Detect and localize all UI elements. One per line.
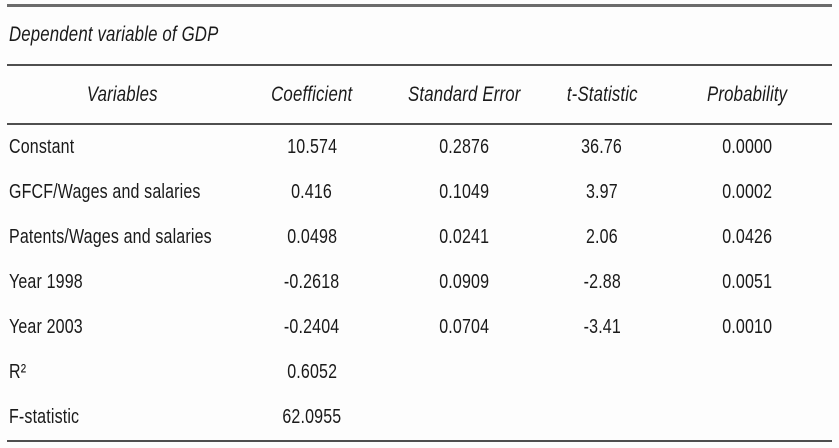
cell-t-statistic: -3.41 (583, 316, 621, 338)
cell-std-error (387, 395, 542, 441)
table-row: Year 2003 -0.2404 0.0704 -3.41 0.0010 (7, 305, 832, 350)
column-header-t-statistic: t-Statistic (542, 65, 662, 125)
cell-coefficient: 0.6052 (287, 361, 337, 383)
cell-coefficient: 0.416 (291, 181, 333, 203)
cell-std-error (387, 350, 542, 395)
table-title: Dependent variable of GDP (9, 22, 219, 46)
column-header-probability: Probability (662, 65, 832, 125)
cell-t-statistic: 3.97 (586, 181, 618, 203)
cell-variable: GFCF/Wages and salaries (9, 181, 201, 203)
cell-coefficient: 10.574 (287, 136, 337, 158)
cell-coefficient: 62.0955 (282, 406, 342, 428)
table-header-row: Variables Coefficient Standard Error t-S… (7, 65, 832, 125)
cell-variable: R² (9, 361, 27, 383)
cell-t-statistic (542, 395, 662, 441)
cell-variable: F-statistic (9, 406, 80, 428)
table-row: Patents/Wages and salaries 0.0498 0.0241… (7, 215, 832, 260)
cell-variable: Constant (9, 136, 75, 158)
cell-coefficient: -0.2618 (284, 271, 340, 293)
cell-std-error: 0.0704 (439, 316, 490, 338)
table-title-row: Dependent variable of GDP (7, 5, 832, 66)
cell-t-statistic: 36.76 (581, 136, 623, 158)
table-title-cell: Dependent variable of GDP (7, 5, 832, 66)
cell-variable: Year 2003 (9, 316, 83, 338)
cell-t-statistic: -2.88 (583, 271, 621, 293)
table-row: F-statistic 62.0955 (7, 395, 832, 441)
cell-coefficient: -0.2404 (284, 316, 340, 338)
cell-std-error: 0.2876 (439, 136, 490, 158)
cell-probability: 0.0010 (722, 316, 772, 338)
cell-probability: 0.0051 (722, 271, 772, 293)
cell-variable: Year 1998 (9, 271, 83, 293)
cell-coefficient: 0.0498 (287, 226, 337, 248)
cell-probability: 0.0002 (722, 181, 772, 203)
cell-std-error: 0.0241 (439, 226, 490, 248)
table-row: R² 0.6052 (7, 350, 832, 395)
column-header-variables: Variables (7, 65, 237, 125)
column-header-standard-error: Standard Error (387, 65, 542, 125)
table-row: Year 1998 -0.2618 0.0909 -2.88 0.0051 (7, 260, 832, 305)
cell-variable: Patents/Wages and salaries (9, 226, 212, 248)
cell-probability: 0.0000 (722, 136, 772, 158)
table-row: GFCF/Wages and salaries 0.416 0.1049 3.9… (7, 170, 832, 215)
cell-std-error: 0.1049 (439, 181, 490, 203)
cell-t-statistic (542, 350, 662, 395)
cell-std-error: 0.0909 (439, 271, 490, 293)
cell-t-statistic: 2.06 (586, 226, 618, 248)
table-row: Constant 10.574 0.2876 36.76 0.0000 (7, 124, 832, 170)
regression-results-table: Dependent variable of GDP Variables Coef… (7, 4, 832, 442)
cell-probability (662, 395, 832, 441)
cell-probability: 0.0426 (722, 226, 772, 248)
cell-probability (662, 350, 832, 395)
column-header-coefficient: Coefficient (237, 65, 387, 125)
